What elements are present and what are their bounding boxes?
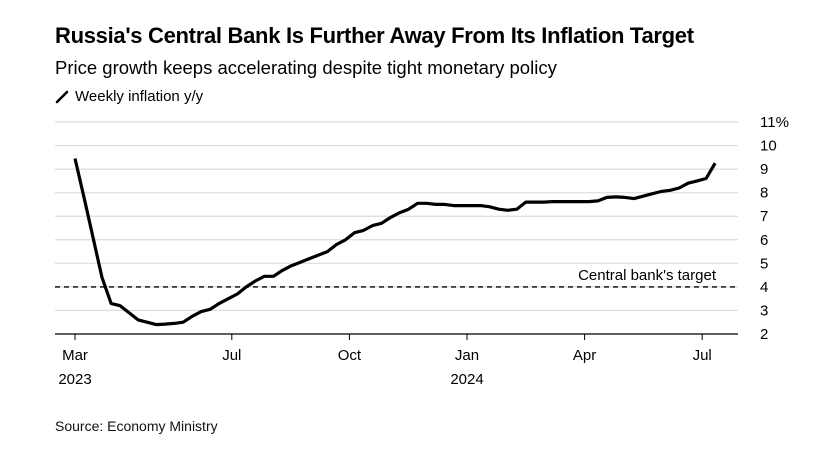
y-tick-label: 2: [760, 326, 768, 343]
x-tick-year-label: 2023: [58, 371, 91, 388]
x-tick-label: Apr: [573, 347, 596, 364]
y-tick-label: 10: [760, 138, 777, 155]
y-tick-label: 4: [760, 279, 768, 296]
source-note: Source: Economy Ministry: [55, 418, 218, 434]
gridlines: [55, 121, 738, 312]
legend-line-icon: [55, 90, 69, 103]
y-tick-label: 8: [760, 185, 768, 202]
x-tick-label: Mar: [62, 347, 88, 364]
y-tick-label: 9: [760, 161, 768, 178]
y-tick-label: 5: [760, 255, 768, 272]
y-tick-label: 6: [760, 232, 768, 249]
y-tick-label: 11%: [760, 114, 789, 131]
series-group: [73, 158, 717, 327]
x-tick-label: Jan: [455, 347, 479, 364]
y-axis-ticks: 2 3 4 5 6 7 8 9 10 11%: [760, 114, 789, 343]
chart-subtitle: Price growth keeps accelerating despite …: [55, 57, 557, 78]
target-label: Central bank's target: [578, 267, 717, 284]
x-tick-label: Jul: [222, 347, 241, 364]
legend-label: Weekly inflation y/y: [75, 88, 204, 105]
x-tick-year-label: 2024: [450, 371, 483, 388]
y-tick-label: 3: [760, 302, 768, 319]
x-tick-label: Oct: [338, 347, 362, 364]
legend: Weekly inflation y/y: [55, 88, 203, 105]
reference-lines: Central bank's target: [55, 267, 738, 288]
x-axis: Mar 2023 Jul Oct Jan 2024 Apr Jul: [55, 333, 738, 388]
chart-title: Russia's Central Bank Is Further Away Fr…: [55, 23, 694, 48]
x-tick-label: Jul: [693, 347, 712, 364]
y-tick-label: 7: [760, 208, 768, 225]
series-line-weekly-inflation: [73, 158, 717, 327]
